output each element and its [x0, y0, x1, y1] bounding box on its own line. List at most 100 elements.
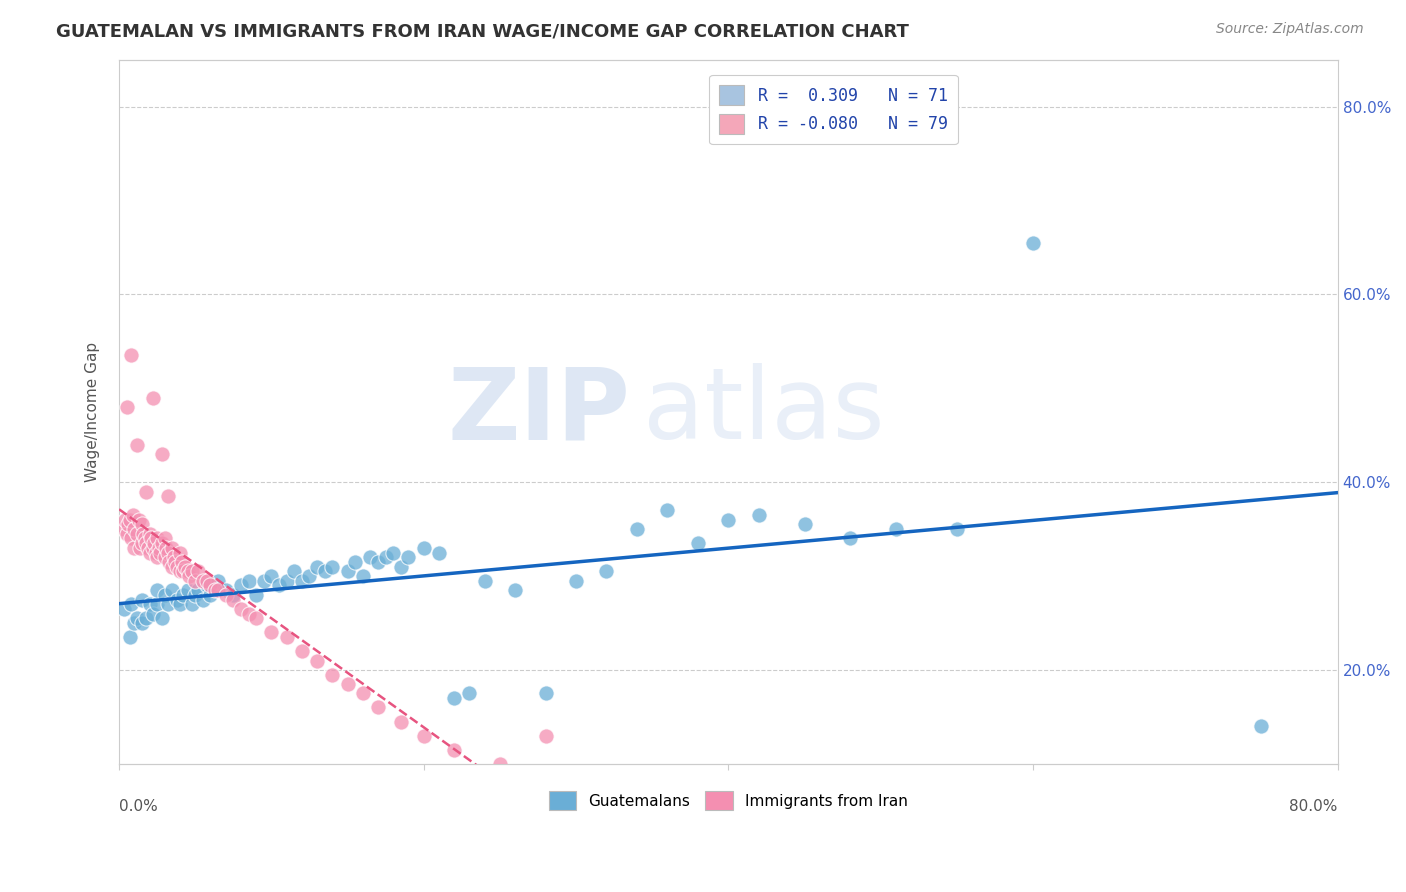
Point — [118, 513, 141, 527]
Point — [142, 541, 165, 555]
Point — [626, 522, 648, 536]
Point — [135, 536, 157, 550]
Point — [129, 541, 152, 555]
Point — [458, 686, 481, 700]
Point — [127, 611, 149, 625]
Point — [187, 583, 209, 598]
Point — [150, 536, 173, 550]
Point — [124, 615, 146, 630]
Point — [131, 536, 153, 550]
Point — [115, 400, 138, 414]
Text: GUATEMALAN VS IMMIGRANTS FROM IRAN WAGE/INCOME GAP CORRELATION CHART: GUATEMALAN VS IMMIGRANTS FROM IRAN WAGE/… — [56, 22, 910, 40]
Legend: Guatemalans, Immigrants from Iran: Guatemalans, Immigrants from Iran — [543, 785, 914, 816]
Point — [443, 691, 465, 706]
Point — [207, 574, 229, 588]
Point — [503, 583, 526, 598]
Text: atlas: atlas — [643, 363, 884, 460]
Point — [307, 559, 329, 574]
Point — [321, 667, 343, 681]
Point — [374, 550, 396, 565]
Point — [276, 574, 298, 588]
Point — [165, 555, 187, 569]
Point — [176, 583, 198, 598]
Point — [307, 654, 329, 668]
Point — [176, 565, 198, 579]
Point — [169, 545, 191, 559]
Point — [131, 615, 153, 630]
Point — [352, 569, 374, 583]
Point — [169, 565, 191, 579]
Point — [276, 630, 298, 644]
Point — [169, 597, 191, 611]
Point — [534, 686, 557, 700]
Point — [115, 526, 138, 541]
Point — [112, 522, 135, 536]
Point — [136, 541, 159, 555]
Point — [162, 559, 184, 574]
Point — [131, 592, 153, 607]
Point — [120, 348, 142, 362]
Point — [222, 592, 245, 607]
Point — [336, 565, 359, 579]
Point — [197, 574, 219, 588]
Point — [412, 729, 434, 743]
Point — [748, 508, 770, 522]
Point — [121, 508, 143, 522]
Point — [170, 555, 193, 569]
Point — [163, 550, 186, 565]
Point — [172, 565, 194, 579]
Point — [238, 574, 260, 588]
Point — [443, 743, 465, 757]
Point — [207, 583, 229, 598]
Point — [793, 517, 815, 532]
Point — [120, 597, 142, 611]
Point — [359, 550, 381, 565]
Point — [245, 611, 267, 625]
Point — [389, 714, 412, 729]
Point — [267, 578, 290, 592]
Point — [118, 630, 141, 644]
Point — [222, 588, 245, 602]
Point — [1250, 719, 1272, 733]
Point — [148, 541, 170, 555]
Point — [398, 550, 420, 565]
Point — [127, 437, 149, 451]
Point — [215, 588, 238, 602]
Point — [128, 513, 150, 527]
Point — [142, 607, 165, 621]
Point — [157, 555, 180, 569]
Point — [412, 541, 434, 555]
Point — [565, 574, 588, 588]
Point — [138, 597, 160, 611]
Point — [142, 391, 165, 405]
Point — [197, 578, 219, 592]
Point — [200, 588, 222, 602]
Point — [184, 588, 207, 602]
Point — [184, 574, 207, 588]
Point — [166, 559, 188, 574]
Point — [191, 574, 214, 588]
Y-axis label: Wage/Income Gap: Wage/Income Gap — [86, 342, 100, 482]
Point — [156, 545, 179, 559]
Point — [367, 700, 389, 714]
Point — [245, 588, 267, 602]
Point — [595, 565, 617, 579]
Text: 0.0%: 0.0% — [120, 799, 157, 814]
Point — [112, 602, 135, 616]
Point — [156, 489, 179, 503]
Point — [139, 532, 162, 546]
Point — [344, 555, 367, 569]
Point — [686, 536, 709, 550]
Point — [181, 565, 204, 579]
Point — [291, 644, 314, 658]
Point — [117, 517, 139, 532]
Point — [489, 756, 512, 771]
Point — [150, 611, 173, 625]
Point — [389, 559, 412, 574]
Point — [229, 602, 252, 616]
Point — [146, 597, 169, 611]
Point — [179, 569, 201, 583]
Point — [138, 545, 160, 559]
Point — [172, 588, 194, 602]
Point — [145, 545, 167, 559]
